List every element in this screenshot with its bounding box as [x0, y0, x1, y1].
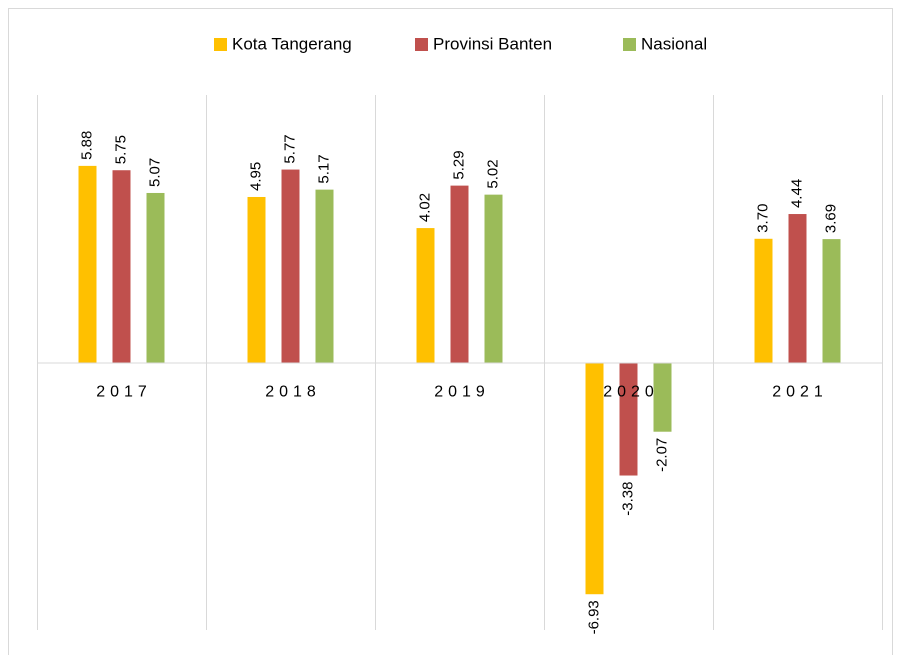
x-tick-label: 2018 [265, 384, 321, 401]
bar [315, 189, 334, 363]
bar [416, 228, 435, 363]
bar [585, 362, 604, 595]
bar [247, 196, 266, 363]
data-label: 5.29 [450, 150, 467, 179]
bar [754, 238, 773, 363]
bar [450, 185, 469, 363]
legend-swatch [623, 38, 636, 51]
bar [822, 239, 841, 363]
bar [484, 194, 503, 363]
data-label: 5.17 [315, 154, 332, 183]
legend-text: Kota Tangerang [232, 34, 352, 53]
data-label: -2.07 [653, 438, 670, 472]
data-label: 4.95 [247, 162, 264, 191]
bar [112, 170, 131, 363]
bar [653, 362, 672, 432]
bar [788, 214, 807, 363]
data-label: 5.75 [112, 135, 129, 164]
data-label: -3.38 [619, 482, 636, 516]
legend-swatch [214, 38, 227, 51]
chart-border [8, 8, 893, 655]
x-tick-label: 2021 [772, 384, 828, 401]
x-tick-label: 2020 [603, 384, 659, 401]
data-label: 5.02 [484, 159, 501, 188]
x-tick-label: 2017 [96, 384, 152, 401]
legend-text: Provinsi Banten [433, 34, 552, 53]
legend-swatch [415, 38, 428, 51]
legend-text: Nasional [641, 34, 707, 53]
x-tick-label: 2019 [434, 384, 490, 401]
bar [146, 192, 165, 363]
data-label: 3.70 [754, 204, 771, 233]
data-label: -6.93 [585, 600, 602, 634]
bar [281, 169, 300, 363]
data-label: 5.07 [146, 158, 163, 187]
data-label: 5.77 [281, 134, 298, 163]
bar [78, 165, 97, 363]
data-label: 4.02 [416, 193, 433, 222]
data-label: 5.88 [78, 131, 95, 160]
data-label: 4.44 [788, 179, 805, 208]
data-label: 3.69 [822, 204, 839, 233]
bar [619, 362, 638, 476]
